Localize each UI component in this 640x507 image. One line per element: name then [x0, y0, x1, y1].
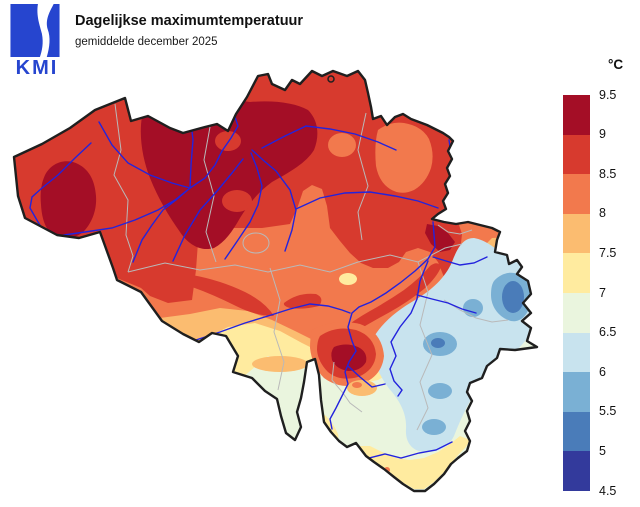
- river-senne: [224, 152, 263, 260]
- region-liege-dark-sliver: [425, 224, 455, 252]
- region-gaume-yellow-band: [360, 436, 470, 489]
- river-albertkanaal: [261, 125, 397, 151]
- province-borders: [113, 103, 509, 431]
- river-kanaal-brugge: [98, 121, 191, 189]
- region-fraiture-core: [431, 338, 445, 348]
- region-namur-yellow-spot: [339, 273, 357, 285]
- kmi-logo-text: KMI: [15, 57, 59, 79]
- region-spa-blue: [463, 299, 483, 317]
- region-red-hole-mechelen: [215, 131, 241, 151]
- page-title: Dagelijkse maximumtemperatuur: [75, 13, 304, 29]
- region-hainaut-red-tongue: [192, 275, 274, 316]
- river-dender: [172, 158, 244, 262]
- region-lesse-valley-warm: [347, 380, 377, 396]
- river-vesdre: [432, 256, 488, 266]
- region-saint-hubert-blue: [428, 383, 452, 399]
- region-dinant-dark-spot: [331, 344, 367, 371]
- region-red-hole-brussels-nw: [222, 190, 252, 212]
- kmi-logo: KMI: [10, 4, 64, 84]
- region-lesse-valley-orange-dot: [352, 382, 362, 388]
- river-schelde: [132, 113, 239, 263]
- region-bastogne-blue: [422, 419, 446, 435]
- region-west-flanders-dark: [40, 161, 97, 238]
- page-subtitle: gemiddelde december 2025: [75, 36, 218, 48]
- river-demer: [295, 191, 439, 210]
- region-high-fens-core: [502, 281, 524, 313]
- river-dijle: [251, 149, 297, 252]
- river-ourthe: [389, 260, 429, 397]
- river-ijzer: [29, 142, 92, 234]
- belgium-outline: [12, 69, 539, 493]
- region-thudinie-light-orange: [252, 356, 308, 372]
- region-meuse-red-streak: [340, 263, 441, 335]
- river-lesse: [347, 365, 386, 388]
- kmi-logo-icon: [10, 4, 60, 57]
- river-ambleve: [416, 294, 477, 314]
- region-north-dark-crimson: [140, 99, 318, 250]
- region-kempen-orange: [375, 122, 433, 193]
- river-meuse: [329, 221, 436, 430]
- baarle-hertog-exclave: [327, 75, 335, 83]
- rivers: [29, 113, 488, 459]
- river-sambre: [195, 303, 351, 341]
- region-aarschot-orange-spot: [328, 133, 356, 157]
